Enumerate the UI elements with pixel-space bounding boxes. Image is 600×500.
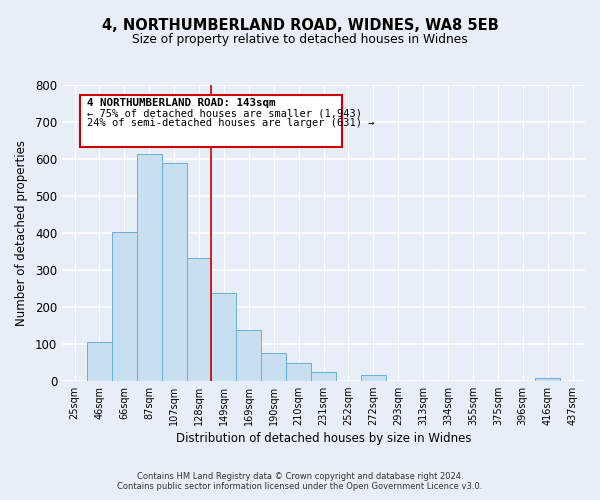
Bar: [187, 258, 211, 380]
Text: ← 75% of detached houses are smaller (1,943): ← 75% of detached houses are smaller (1,…: [87, 108, 362, 118]
Text: Contains HM Land Registry data © Crown copyright and database right 2024.: Contains HM Land Registry data © Crown c…: [137, 472, 463, 481]
Bar: [261, 352, 286, 380]
Bar: [112, 232, 137, 380]
Bar: [161, 162, 187, 380]
Bar: [137, 154, 161, 380]
FancyBboxPatch shape: [80, 96, 342, 147]
Text: Contains public sector information licensed under the Open Government Licence v3: Contains public sector information licen…: [118, 482, 482, 491]
Text: Size of property relative to detached houses in Widnes: Size of property relative to detached ho…: [132, 32, 468, 46]
Text: 4, NORTHUMBERLAND ROAD, WIDNES, WA8 5EB: 4, NORTHUMBERLAND ROAD, WIDNES, WA8 5EB: [101, 18, 499, 32]
X-axis label: Distribution of detached houses by size in Widnes: Distribution of detached houses by size …: [176, 432, 471, 445]
Bar: [211, 294, 236, 380]
Text: 4 NORTHUMBERLAND ROAD: 143sqm: 4 NORTHUMBERLAND ROAD: 143sqm: [87, 98, 275, 108]
Bar: [535, 378, 560, 380]
Bar: [286, 362, 311, 380]
Bar: [87, 342, 112, 380]
Bar: [236, 330, 261, 380]
Bar: [361, 375, 386, 380]
Bar: [311, 372, 336, 380]
Y-axis label: Number of detached properties: Number of detached properties: [15, 140, 28, 326]
Text: 24% of semi-detached houses are larger (631) →: 24% of semi-detached houses are larger (…: [87, 118, 374, 128]
